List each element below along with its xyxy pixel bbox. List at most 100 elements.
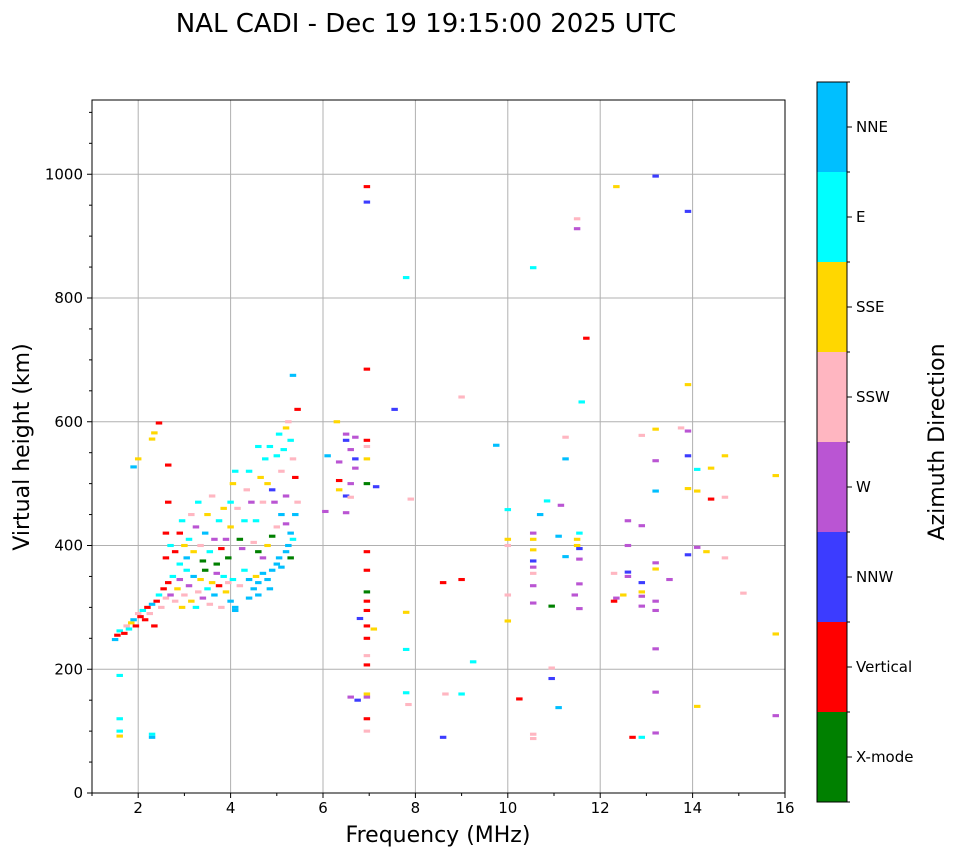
data-point-w bbox=[342, 511, 350, 515]
data-point-sse bbox=[174, 587, 181, 591]
data-point-vertical bbox=[164, 581, 172, 585]
data-point-ssw bbox=[285, 420, 292, 424]
data-point-sse bbox=[204, 513, 211, 517]
data-point-e bbox=[139, 608, 147, 613]
data-point-ssw bbox=[289, 457, 297, 461]
data-point-w bbox=[529, 601, 537, 605]
x-tick-label: 6 bbox=[318, 799, 328, 817]
data-point-vertical bbox=[335, 478, 343, 483]
data-point-w bbox=[335, 460, 343, 464]
data-point-w bbox=[652, 690, 659, 694]
data-point-w bbox=[638, 524, 646, 528]
data-point-nne bbox=[493, 443, 500, 447]
data-point-vertical bbox=[363, 367, 371, 371]
colorbar-swatch-x-mode bbox=[817, 712, 847, 802]
colorbar-tick-label: W bbox=[856, 478, 871, 496]
data-point-w bbox=[222, 537, 230, 541]
data-point-w bbox=[213, 571, 220, 575]
data-point-vertical bbox=[292, 475, 299, 479]
data-point-ssw bbox=[677, 426, 685, 430]
data-point-vertical bbox=[171, 550, 179, 554]
data-point-w bbox=[248, 500, 255, 504]
data-point-nnw bbox=[363, 200, 371, 204]
data-point-nne bbox=[285, 543, 292, 548]
data-point-w bbox=[529, 565, 537, 569]
colorbar: X-mode Vertical NNW W SSW SSE E NNE bbox=[816, 81, 913, 803]
data-point-vertical bbox=[610, 599, 618, 603]
x-axis: 2 4 6 8 10 12 14 16 bbox=[91, 793, 795, 817]
data-point-e bbox=[220, 574, 227, 578]
data-point-w bbox=[192, 525, 200, 529]
data-point-e bbox=[529, 266, 537, 270]
colorbar-swatch-nnw bbox=[817, 532, 847, 622]
data-point-w bbox=[576, 557, 583, 561]
data-point-nne bbox=[201, 531, 209, 535]
data-point-nnw bbox=[684, 209, 692, 213]
data-point-w bbox=[652, 459, 659, 463]
data-point-e bbox=[287, 438, 294, 442]
data-point-e bbox=[252, 519, 260, 523]
data-point-ssw bbox=[162, 596, 170, 600]
data-point-nnw bbox=[354, 698, 361, 702]
data-point-sse bbox=[693, 489, 701, 493]
data-point-nne bbox=[562, 555, 569, 559]
data-point-ssw bbox=[548, 666, 555, 670]
data-point-ssw bbox=[529, 732, 537, 736]
data-point-ssw bbox=[573, 217, 581, 221]
data-point-vertical bbox=[294, 407, 301, 411]
data-point-sse bbox=[529, 537, 537, 541]
data-point-nnw bbox=[356, 616, 364, 621]
data-point-x-mode bbox=[268, 534, 276, 538]
data-point-vertical bbox=[176, 531, 184, 535]
data-point-nne bbox=[255, 593, 262, 597]
data-point-e bbox=[273, 454, 281, 458]
data-point-vertical bbox=[155, 421, 163, 425]
data-point-ssw bbox=[405, 702, 412, 707]
data-point-e bbox=[266, 444, 274, 449]
data-point-e bbox=[638, 735, 646, 739]
data-point-x-mode bbox=[363, 482, 371, 486]
data-point-w bbox=[529, 531, 537, 535]
data-point-vertical bbox=[137, 615, 144, 619]
data-point-sse bbox=[335, 488, 343, 492]
data-point-vertical bbox=[363, 438, 371, 442]
data-point-sse bbox=[721, 454, 729, 458]
data-point-sse bbox=[703, 550, 710, 554]
data-point-nnw bbox=[684, 454, 692, 458]
data-point-w bbox=[652, 561, 659, 565]
data-point-sse bbox=[620, 593, 627, 597]
y-axis-label: Virtual height (km) bbox=[10, 343, 35, 550]
data-point-sse bbox=[264, 482, 271, 486]
data-point-sse bbox=[684, 487, 692, 491]
data-point-w bbox=[199, 596, 207, 600]
data-point-w bbox=[322, 509, 329, 514]
data-point-sse bbox=[264, 543, 271, 548]
data-point-nne bbox=[282, 550, 290, 554]
data-point-nnw bbox=[342, 494, 350, 498]
data-point-sse bbox=[504, 619, 512, 623]
colorbar-swatch-ssw bbox=[817, 352, 847, 442]
data-point-e bbox=[178, 519, 186, 523]
data-point-ssw bbox=[638, 433, 646, 437]
data-point-nne bbox=[130, 618, 137, 622]
data-point-e bbox=[280, 448, 287, 452]
data-point-ssw bbox=[225, 581, 232, 585]
chart-title: NAL CADI - Dec 19 19:15:00 2025 UTC bbox=[176, 9, 676, 39]
data-point-nnw bbox=[352, 457, 359, 461]
x-tick-label: 10 bbox=[498, 799, 517, 817]
data-point-sse bbox=[229, 482, 237, 486]
data-point-ssw bbox=[294, 500, 301, 504]
data-point-ssw bbox=[347, 495, 354, 499]
data-point-vertical bbox=[141, 618, 149, 622]
data-point-nne bbox=[264, 577, 271, 582]
data-point-nne bbox=[266, 587, 274, 591]
data-point-e bbox=[458, 692, 465, 696]
colorbar-swatch-sse bbox=[817, 262, 847, 352]
data-point-vertical bbox=[363, 185, 371, 189]
data-point-ssw bbox=[721, 556, 729, 560]
data-point-ssw bbox=[146, 612, 153, 616]
colorbar-tick-label: X-mode bbox=[856, 748, 913, 766]
data-point-vertical bbox=[363, 550, 371, 554]
y-tick-label: 600 bbox=[54, 413, 83, 431]
